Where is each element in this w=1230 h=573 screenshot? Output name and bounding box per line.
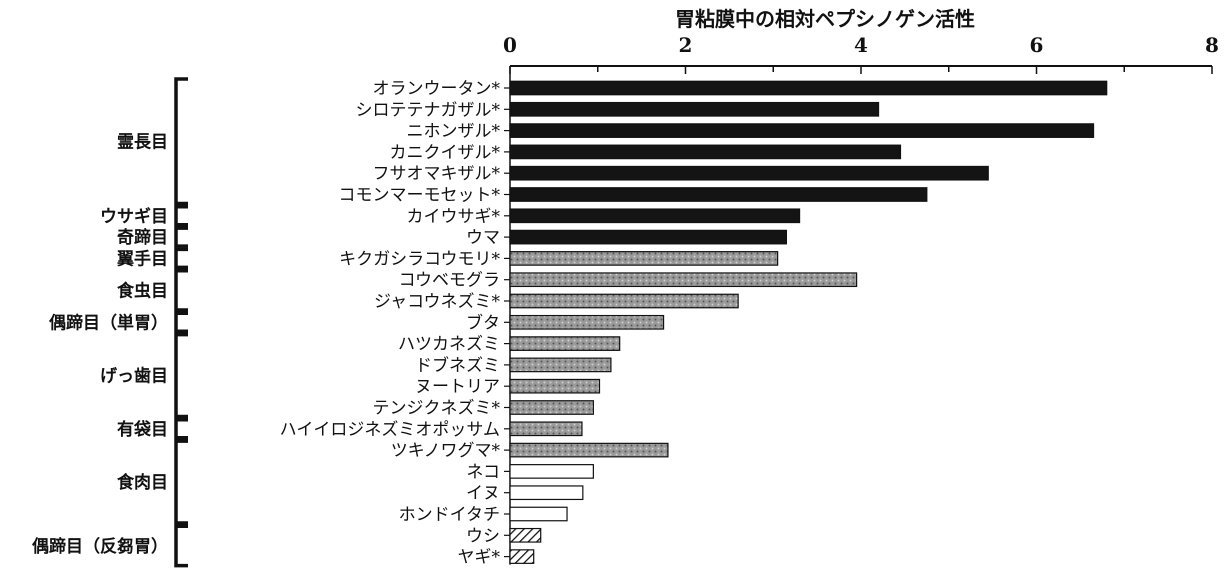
bar	[509, 272, 858, 288]
bar	[509, 485, 584, 501]
category-label: ニホンザル*	[407, 122, 501, 142]
bar	[509, 442, 669, 458]
bar	[509, 527, 542, 543]
category-label: キクガシラコウモリ*	[339, 249, 500, 269]
category-label: コウベモグラ	[399, 271, 500, 291]
bar	[509, 187, 928, 202]
bars	[509, 80, 1108, 564]
category-label: カニクイザル*	[390, 143, 501, 163]
category-label: ハツカネズミ	[398, 335, 500, 355]
group-label: 有袋目	[117, 419, 168, 440]
bar	[509, 549, 535, 564]
group-label: げっ歯目	[100, 366, 168, 387]
x-tick-label: 6	[1030, 33, 1044, 57]
group-label: 食虫目	[117, 280, 168, 301]
group-label: 霊長目	[117, 132, 168, 152]
category-labels: オランウータン*シロテテナガザル*ニホンザル*カニクイザル*フサオマキザル*コモ…	[280, 79, 501, 568]
group-label: ウサギ目	[100, 207, 168, 227]
category-label: ウシ	[466, 526, 500, 546]
category-label: イヌ	[466, 484, 500, 504]
category-label: シロテテナガザル*	[356, 100, 501, 120]
category-label: ブタ	[466, 312, 500, 333]
x-axis-title: 胃粘膜中の相対ペプシノゲン活性	[675, 7, 975, 31]
group-bracket	[174, 311, 188, 334]
group-label: 奇蹄目	[117, 227, 168, 248]
category-label: ハイイロジネズミオポッサム	[280, 420, 500, 440]
category-label: フサオマキザル*	[373, 164, 501, 184]
category-label: テンジクネズミ*	[373, 399, 501, 419]
category-label: オランウータン*	[373, 79, 501, 99]
bar	[509, 165, 989, 181]
group-label: 食肉目	[117, 472, 168, 493]
bar	[509, 357, 612, 373]
bar	[509, 144, 902, 160]
bar	[509, 251, 779, 266]
group-label: 翼手目	[117, 248, 168, 269]
bar	[509, 101, 880, 117]
bar	[509, 80, 1108, 96]
group-bracket	[174, 226, 188, 248]
bar	[509, 229, 788, 245]
bar	[509, 506, 568, 522]
category-label: コモンマーモセット*	[339, 186, 501, 206]
category-label: ジャコウネズミ*	[374, 292, 500, 312]
category-label: カイウサギ*	[407, 207, 501, 227]
group-bracket	[174, 268, 188, 312]
group-bracket	[174, 77, 188, 206]
group-bracket	[174, 247, 188, 270]
group-label: 偶蹄目（反芻胃）	[32, 536, 168, 557]
x-axis: 0 2 4 6 8	[503, 33, 1219, 565]
category-label: ホンドイタチ	[399, 505, 500, 525]
x-tick-label: 8	[1205, 33, 1219, 57]
category-label: ウマ	[466, 228, 500, 248]
group-bracket	[174, 524, 188, 568]
group-bracket	[174, 418, 188, 440]
bar	[509, 208, 801, 224]
group-bracket	[174, 439, 188, 525]
group-label: 偶蹄目（単胃）	[49, 312, 168, 333]
bar	[509, 464, 594, 479]
bar	[509, 314, 665, 330]
group-bracket	[174, 332, 188, 419]
group-bracket	[174, 205, 188, 227]
category-label: ヌートリア	[415, 377, 500, 397]
category-label: ドブネズミ	[415, 355, 500, 376]
bar	[509, 378, 601, 394]
bar	[509, 123, 1095, 138]
bar	[509, 400, 594, 415]
bar	[509, 293, 739, 309]
category-label: ツキノワグマ*	[391, 441, 501, 461]
x-tick-label: 0	[503, 33, 517, 57]
x-tick-label: 2	[679, 33, 693, 57]
bar	[509, 336, 621, 351]
category-label: ネコ	[466, 462, 500, 482]
x-tick-label: 4	[854, 33, 868, 57]
bar	[509, 421, 583, 437]
category-label: ヤギ*	[458, 548, 501, 568]
